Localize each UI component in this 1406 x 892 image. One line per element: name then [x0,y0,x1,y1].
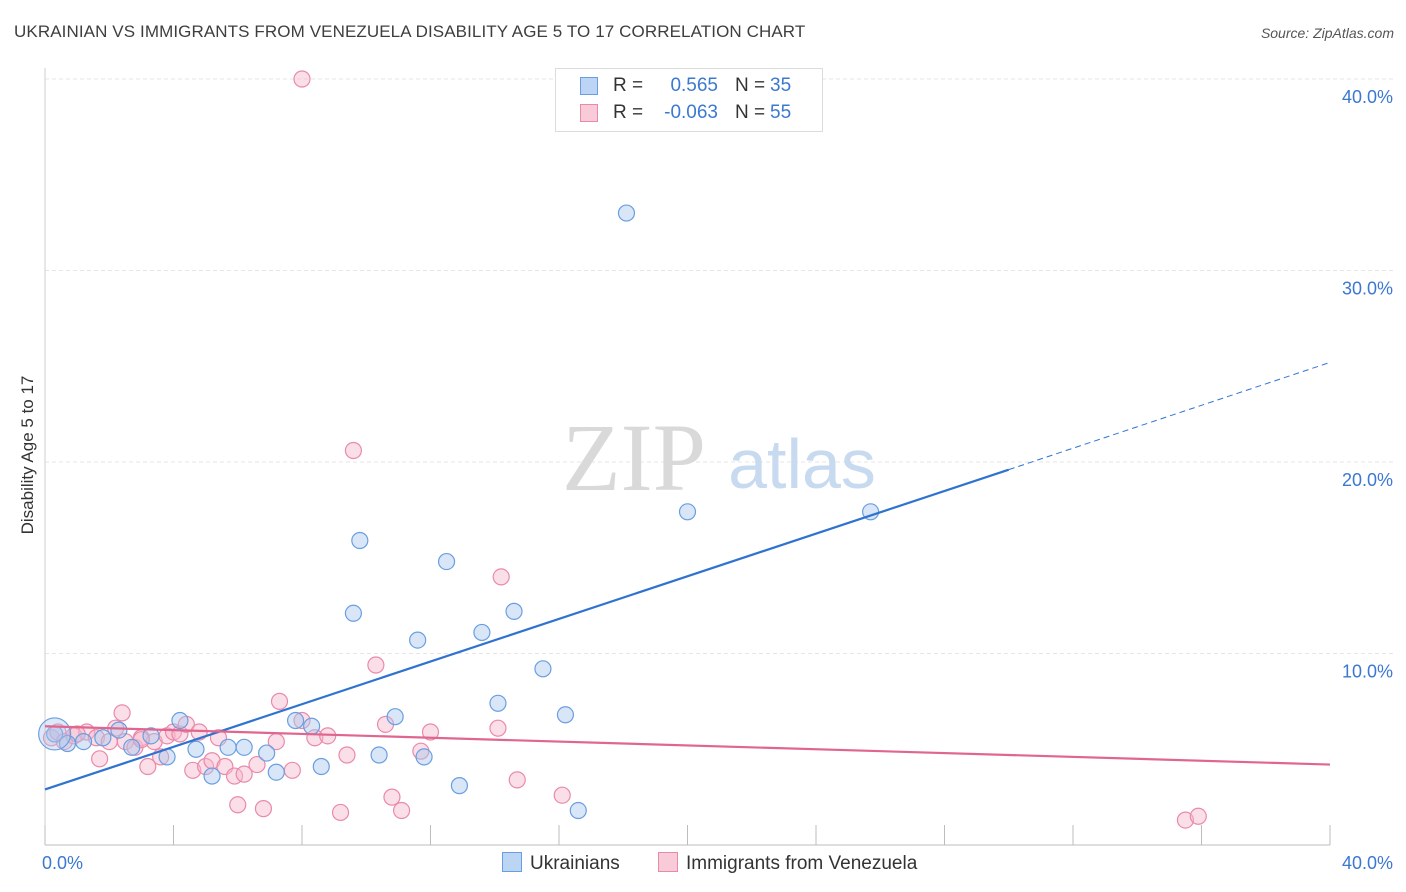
ukrainian-point [505,602,523,620]
axis-layer [44,68,1331,846]
ukrainian-point [171,711,189,730]
ukrainian-point [437,552,456,571]
watermark-zip: ZIP [562,404,706,511]
bottom-legend-ukrainians: Ukrainians [502,852,620,875]
ukrainian-point [473,623,491,642]
venezuela-point [113,704,131,722]
watermark-atlas: atlas [728,425,876,503]
venezuela-point [270,692,289,710]
ukrainian-point [286,711,305,730]
venezuela-trendline [44,725,1331,766]
venezuela-point [1176,811,1195,829]
y-tick-label: 40.0% [1342,87,1393,107]
ukrainian-point [489,694,507,712]
n-label: N = [735,102,766,123]
ukrainians-trendline [44,468,1010,791]
trend-layer [44,361,1331,791]
r-label: R = [613,75,644,96]
ukrainian-point [415,748,433,766]
venezuela-point [229,796,247,814]
venezuela-point [331,803,350,822]
y-axis-label: Disability Age 5 to 17 [18,375,37,535]
ukrainian-point [123,738,141,756]
ukrainian-point [569,801,587,820]
points-layer [38,70,1207,829]
venezuela-legend-label: Immigrants from Venezuela [686,853,918,874]
ukrainian-point [370,746,388,764]
ukrainian-point [351,531,369,550]
grid-layer [45,78,1393,654]
venezuela-point [293,70,311,88]
ukrainians-swatch [580,77,598,95]
source-credit: Source: ZipAtlas.com [1260,25,1394,41]
ukrainian-point [38,717,72,751]
ukrainian-point [203,767,221,785]
ukrainian-point [235,738,253,756]
ukrainian-point [450,777,469,795]
venezuela-point [197,757,215,776]
y-tick-label: 30.0% [1342,279,1393,299]
ukrainian-point [556,706,575,724]
ukrainian-point [267,763,285,781]
venezuela-point [91,750,109,768]
ukrainian-point [258,744,276,762]
venezuela-point [254,800,273,818]
venezuela-legend-swatch [658,852,678,872]
ukrainian-point [142,727,160,745]
venezuela-point [344,441,362,460]
venezuela-point [235,765,253,783]
bottom-legend-venezuela: Immigrants from Venezuela [658,852,917,875]
r-label: R = [613,102,644,123]
ukrainian-point [312,757,330,776]
correlation-legend: R = 0.565 N = 35 R = -0.063 N = 55 [555,68,823,132]
ukrainian-point [409,631,427,649]
r-value: 0.565 [670,75,718,96]
y-tick-label: 20.0% [1342,470,1393,490]
x-tick-label: 0.0% [42,853,83,873]
chart-title: UKRAINIAN VS IMMIGRANTS FROM VENEZUELA D… [14,22,806,41]
ukrainian-point [386,708,404,726]
ukrainian-point [678,503,697,521]
ukrainian-point [617,204,636,222]
venezuela-point [508,771,526,789]
ukrainians-trendline-extension [1008,361,1331,471]
n-value: 55 [770,102,792,123]
venezuela-point [139,757,157,776]
watermark-layer: ZIP atlas [562,404,876,511]
label-layer: 10.0% 20.0% 30.0% 40.0% 0.0% 40.0% [42,87,1393,873]
n-value: 35 [770,75,792,96]
ukrainian-point [187,740,205,758]
ukrainian-point [94,729,112,747]
venezuela-point [392,801,411,820]
venezuela-point [87,729,106,747]
venezuela-point [293,711,311,730]
venezuela-swatch [580,104,598,122]
venezuela-point [283,761,301,779]
venezuela-point [489,719,507,737]
venezuela-point [492,568,510,586]
ukrainian-point [303,717,321,735]
r-value: -0.063 [664,102,718,123]
x-tick-label: 40.0% [1342,853,1393,873]
venezuela-point [248,755,266,774]
y-tick-label: 10.0% [1342,662,1393,682]
ukrainian-point [534,660,552,678]
venezuela-point [383,788,401,806]
ukrainians-legend-label: Ukrainians [530,853,620,874]
venezuela-point [184,761,202,779]
ukrainian-point [74,732,93,751]
venezuela-point [338,746,356,764]
venezuela-point [367,656,385,674]
venezuela-point [421,723,440,741]
venezuela-point [1189,807,1207,825]
ukrainian-point [219,738,237,756]
ukrainians-legend-swatch [502,852,522,872]
ukrainian-point [344,604,362,622]
n-label: N = [735,75,766,96]
ukrainian-point [110,721,128,739]
venezuela-point [553,786,571,804]
